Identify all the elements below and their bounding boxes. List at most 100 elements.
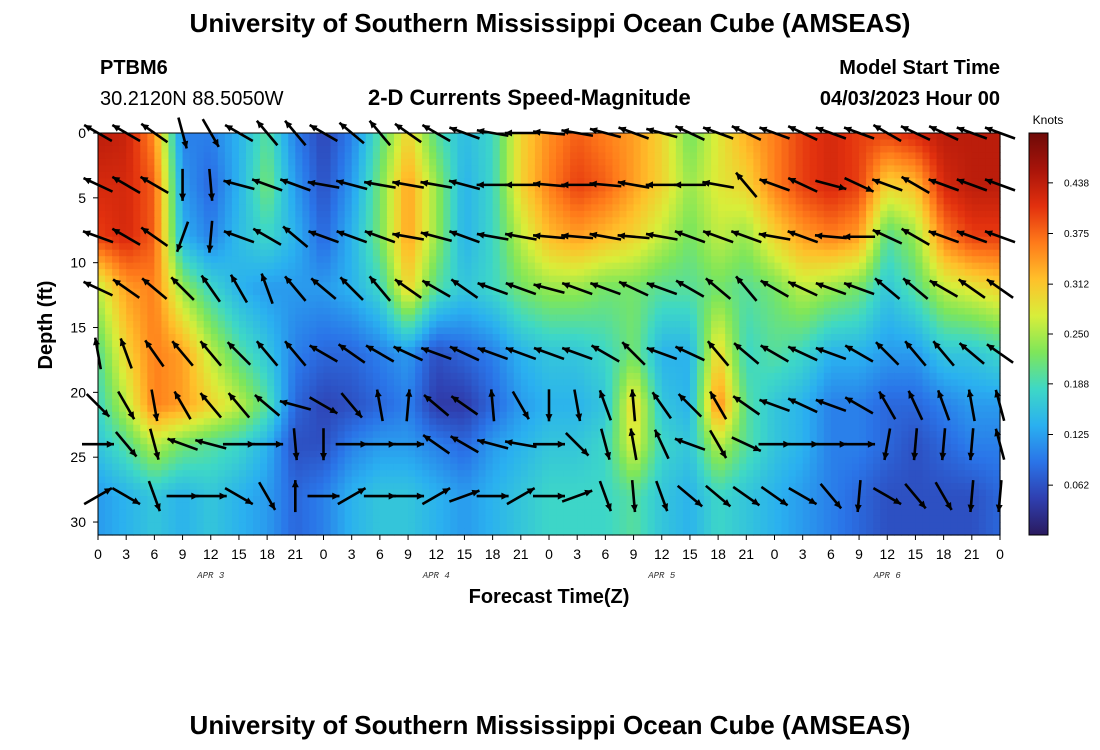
- heatmap-cell: [830, 308, 839, 316]
- heatmap-cell: [809, 372, 818, 380]
- heatmap-cell: [379, 184, 388, 192]
- heatmap-cell: [316, 262, 325, 270]
- heatmap-cell: [365, 152, 374, 160]
- heatmap-cell: [598, 230, 606, 238]
- heatmap-cell: [337, 314, 346, 322]
- heatmap-cell: [612, 139, 621, 147]
- heatmap-cell: [605, 223, 614, 231]
- heatmap-cell: [887, 178, 895, 186]
- heatmap-cell: [260, 295, 268, 303]
- heatmap-cell: [147, 165, 155, 173]
- heatmap-cell: [689, 249, 698, 257]
- heatmap-cell: [908, 262, 917, 270]
- heatmap-cell: [415, 269, 423, 277]
- heatmap-cell: [203, 184, 212, 192]
- heatmap-cell: [527, 308, 536, 316]
- heatmap-cell: [549, 256, 557, 264]
- heatmap-cell: [873, 217, 881, 225]
- heatmap-cell: [112, 372, 120, 380]
- heatmap-cell: [894, 269, 902, 277]
- heatmap-cell: [689, 379, 698, 387]
- heatmap-cell: [809, 223, 818, 231]
- heatmap-cell: [379, 295, 388, 303]
- heatmap-cell: [175, 133, 184, 141]
- heatmap-cell: [478, 340, 487, 348]
- heatmap-cell: [661, 165, 670, 173]
- heatmap-cell: [654, 165, 663, 173]
- heatmap-cell: [549, 243, 557, 251]
- heatmap-cell: [647, 158, 656, 167]
- heatmap-cell: [415, 372, 423, 380]
- heatmap-cell: [591, 217, 599, 225]
- heatmap-cell: [379, 256, 388, 264]
- heatmap-cell: [852, 314, 860, 322]
- heatmap-cell: [654, 230, 663, 238]
- heatmap-cell: [309, 158, 318, 167]
- heatmap-cell: [823, 346, 832, 355]
- heatmap-cell: [330, 204, 339, 212]
- heatmap-cell: [408, 301, 416, 309]
- heatmap-cell: [485, 288, 494, 296]
- heatmap-cell: [957, 262, 966, 270]
- heatmap-cell: [696, 301, 705, 309]
- heatmap-cell: [203, 197, 212, 205]
- heatmap-cell: [873, 366, 881, 374]
- heatmap-cell: [584, 327, 592, 335]
- heatmap-cell: [422, 243, 430, 251]
- heatmap-cell: [408, 204, 416, 212]
- heatmap-cell: [471, 243, 480, 251]
- heatmap-cell: [231, 256, 240, 264]
- heatmap-cell: [725, 145, 733, 154]
- heatmap-cell: [457, 178, 466, 186]
- heatmap-cell: [809, 282, 818, 290]
- heatmap-cell: [598, 288, 606, 296]
- heatmap-cell: [774, 301, 783, 309]
- heatmap-cell: [415, 308, 423, 316]
- heatmap-cell: [809, 321, 818, 329]
- heatmap-cell: [119, 353, 127, 361]
- heatmap-cell: [866, 262, 874, 270]
- heatmap-cell: [570, 223, 578, 231]
- heatmap-cell: [859, 139, 867, 147]
- heatmap-cell: [936, 334, 945, 342]
- heatmap-cell: [739, 372, 747, 380]
- heatmap-cell: [852, 133, 860, 141]
- heatmap-cell: [640, 210, 649, 218]
- heatmap-cell: [978, 334, 987, 342]
- heatmap-cell: [534, 288, 543, 296]
- heatmap-cell: [816, 152, 825, 160]
- heatmap-cell: [887, 139, 895, 147]
- heatmap-cell: [443, 282, 451, 290]
- heatmap-cell: [520, 282, 529, 290]
- heatmap-cell: [682, 308, 691, 316]
- heatmap-cell: [929, 152, 938, 160]
- heatmap-cell: [654, 359, 663, 368]
- heatmap-cell: [598, 236, 606, 244]
- heatmap-cell: [513, 165, 522, 173]
- heatmap-cell: [619, 204, 628, 212]
- heatmap-cell: [471, 152, 480, 160]
- heatmap-cell: [288, 249, 296, 257]
- heatmap-cell: [112, 321, 120, 329]
- heatmap-cell: [358, 321, 367, 329]
- heatmap-cell: [330, 191, 339, 199]
- heatmap-cell: [182, 372, 191, 380]
- heatmap-cell: [908, 288, 917, 296]
- heatmap-cell: [852, 288, 860, 296]
- heatmap-cell: [788, 171, 797, 179]
- heatmap-cell: [788, 314, 797, 322]
- heatmap-cell: [168, 314, 177, 322]
- heatmap-cell: [182, 152, 191, 160]
- heatmap-cell: [859, 256, 867, 264]
- heatmap-cell: [732, 256, 740, 264]
- heatmap-cell: [725, 249, 733, 257]
- heatmap-cell: [626, 295, 635, 303]
- heatmap-cell: [274, 139, 282, 147]
- heatmap-cell: [598, 184, 606, 192]
- heatmap-cell: [570, 139, 578, 147]
- heatmap-cell: [732, 269, 740, 277]
- heatmap-cell: [556, 262, 564, 270]
- heatmap-cell: [401, 308, 409, 316]
- heatmap-cell: [527, 145, 536, 154]
- heatmap-cell: [464, 308, 473, 316]
